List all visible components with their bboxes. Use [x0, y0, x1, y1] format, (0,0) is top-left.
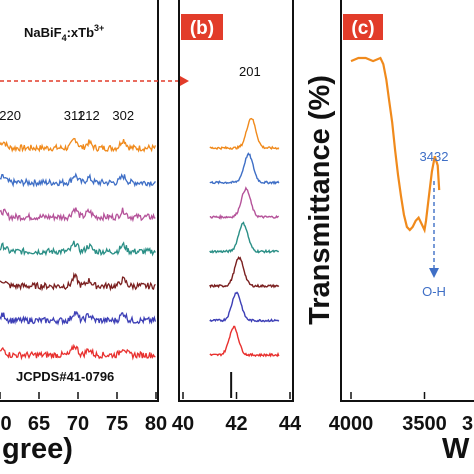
- panel-c-label: (c): [351, 18, 374, 39]
- panel-c-label-box: [343, 14, 383, 40]
- panel-a-tick-label: 65: [28, 413, 50, 435]
- panel-a-series-group: [0, 137, 157, 361]
- panel-b-series-2: [209, 152, 280, 185]
- panel-c-annotation-value: 3432: [420, 149, 449, 164]
- panel-a-peak-label-220: 220: [0, 108, 21, 123]
- panel-b-label-box: [181, 14, 223, 40]
- panel-c-tick-label: 4000: [329, 413, 374, 435]
- panel-b: (b) 201 40 42 44: [172, 0, 302, 435]
- panel-c-series-group: [350, 56, 441, 234]
- panel-a-tick-label: 80: [145, 413, 167, 435]
- panel-b-series-3: [209, 186, 280, 220]
- panel-c-ylabel: Transmittance (%): [304, 75, 336, 325]
- panel-a-tick-label: 75: [106, 413, 128, 435]
- panel-a-reference-label: JCPDS#41-0796: [16, 369, 114, 384]
- panel-b-frame: [178, 0, 294, 402]
- panel-a-series-7: [0, 343, 156, 361]
- panel-b-label: (b): [190, 18, 214, 39]
- panel-b-series-6: [209, 291, 280, 323]
- panel-c-tick-label: 3500: [402, 413, 447, 435]
- panel-a-title: NaBiF4:xTb3+: [24, 23, 104, 43]
- panel-a-tick-label: 70: [67, 413, 89, 435]
- panel-c-tick-label: 3(: [462, 413, 474, 435]
- panel-b-peak-label-201: 201: [239, 64, 261, 79]
- panel-c-xlabel: W: [442, 433, 470, 465]
- panel-a-series-5: [0, 271, 156, 292]
- panel-b-series-7: [209, 325, 280, 358]
- panel-b-tick-label: 44: [279, 413, 302, 435]
- panel-a-series-4: [0, 240, 156, 257]
- panel-c-x-ticks: 4000 3500 3(: [329, 392, 474, 435]
- panel-b-peak-labels: 201: [239, 64, 261, 79]
- panel-b-series-4: [209, 221, 280, 254]
- panel-a-series-6: [0, 310, 157, 326]
- panel-a-xlabel: gree): [2, 433, 73, 465]
- panel-a-series-1: [0, 137, 157, 153]
- panel-c-series-1: [350, 56, 441, 234]
- panel-c-frame: [340, 0, 474, 402]
- panel-c-annotation-arrowhead: [429, 268, 439, 278]
- panel-a-peak-label-311: 311: [64, 108, 85, 123]
- panel-c: Transmittance (%) (c) 3432 O-H 4000 3500 3…: [304, 0, 474, 435]
- panel-a-peak-label-302: 302: [112, 108, 134, 123]
- panel-a-x-ticks: 0 65 70 75 80: [0, 392, 167, 435]
- panel-c-annotation-band: O-H: [422, 284, 446, 299]
- panel-a-frame: [0, 0, 159, 402]
- panel-a-series-3: [0, 207, 156, 223]
- panel-b-x-ticks: 40 42 44: [172, 392, 302, 435]
- panel-a-series-2: [0, 172, 156, 188]
- panel-b-series-group: [209, 117, 280, 358]
- panel-a-peak-label-212: 212: [78, 108, 100, 123]
- panel-a-tick-label: 0: [0, 413, 11, 435]
- panel-b-tick-label: 40: [172, 413, 194, 435]
- panel-b-series-5: [209, 256, 280, 289]
- panel-a-arrow-head: [180, 76, 189, 86]
- panel-b-series-1: [209, 117, 280, 151]
- panel-b-tick-label: 42: [225, 413, 247, 435]
